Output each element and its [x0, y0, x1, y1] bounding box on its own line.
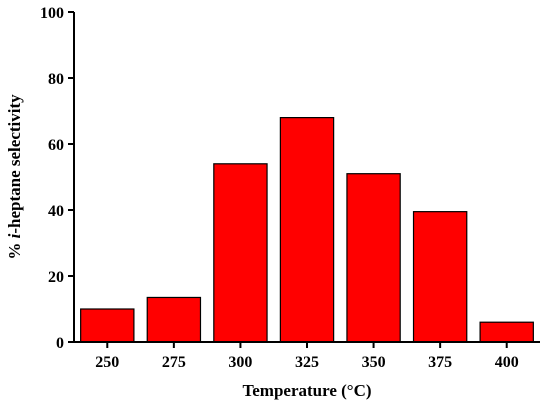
y-tick-label: 40 — [48, 203, 64, 220]
y-tick-label: 20 — [48, 269, 64, 286]
y-axis-title-suffix: -heptane selectivity — [5, 94, 24, 234]
bar-300 — [213, 163, 268, 343]
x-tick-label-350: 350 — [362, 354, 386, 371]
bar-325 — [279, 116, 335, 343]
bar-375 — [412, 211, 468, 343]
x-tick-label-375: 375 — [428, 354, 452, 371]
y-axis-title-prefix: % — [5, 238, 24, 259]
bar-250 — [80, 308, 135, 343]
bars-group — [80, 116, 534, 343]
bar-275 — [146, 296, 202, 343]
y-tick-label: 100 — [40, 5, 64, 22]
x-axis-title: Temperature (°C) — [242, 381, 371, 400]
y-tick-label: 0 — [56, 335, 64, 352]
y-axis-title-italic: i — [5, 233, 24, 238]
x-tick-label-275: 275 — [162, 354, 186, 371]
y-axis-title: % i-heptane selectivity — [5, 94, 24, 260]
x-tick-label-400: 400 — [495, 354, 519, 371]
x-tick-label-300: 300 — [228, 354, 252, 371]
y-tick-label: 60 — [48, 137, 64, 154]
x-tick-label-325: 325 — [295, 354, 319, 371]
y-tick-label: 80 — [48, 71, 64, 88]
x-ticks-group: 250 275 300 325 350 375 400 — [95, 342, 519, 371]
y-ticks-group: 0 20 40 60 80 100 — [40, 5, 74, 352]
x-tick-label-250: 250 — [95, 354, 119, 371]
bar-400 — [479, 321, 534, 343]
bar-350 — [346, 173, 401, 343]
